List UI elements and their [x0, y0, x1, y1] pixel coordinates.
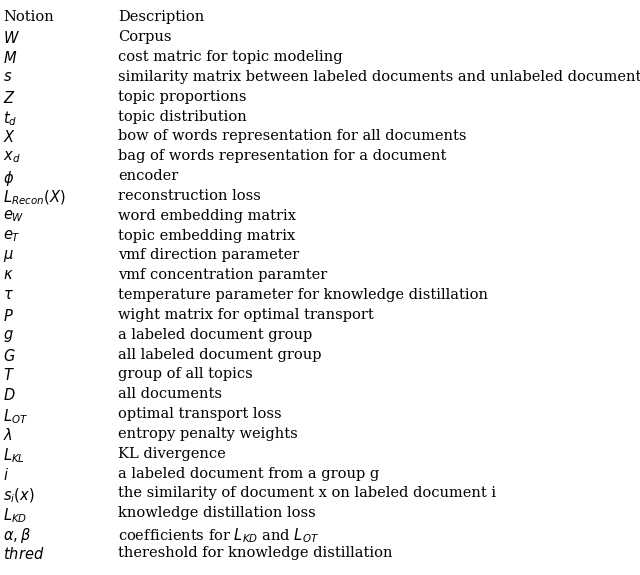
Text: similarity matrix between labeled documents and unlabeled documents: similarity matrix between labeled docume…: [118, 70, 640, 84]
Text: optimal transport loss: optimal transport loss: [118, 407, 282, 421]
Text: the similarity of document x on labeled document i: the similarity of document x on labeled …: [118, 486, 497, 500]
Text: cost matric for topic modeling: cost matric for topic modeling: [118, 50, 343, 64]
Text: $\mu$: $\mu$: [3, 248, 14, 264]
Text: $t_d$: $t_d$: [3, 109, 17, 128]
Text: $W$: $W$: [3, 30, 20, 46]
Text: $D$: $D$: [3, 388, 16, 403]
Text: $L_{OT}$: $L_{OT}$: [3, 407, 28, 426]
Text: $s_i(x)$: $s_i(x)$: [3, 486, 35, 505]
Text: $\kappa$: $\kappa$: [3, 268, 13, 282]
Text: $G$: $G$: [3, 347, 16, 363]
Text: $P$: $P$: [3, 308, 14, 324]
Text: a labeled document from a group g: a labeled document from a group g: [118, 467, 380, 481]
Text: $T$: $T$: [3, 367, 15, 384]
Text: KL divergence: KL divergence: [118, 447, 226, 461]
Text: wight matrix for optimal transport: wight matrix for optimal transport: [118, 308, 374, 322]
Text: bag of words representation for a document: bag of words representation for a docume…: [118, 150, 447, 163]
Text: $L_{KD}$: $L_{KD}$: [3, 507, 28, 525]
Text: $L_{Recon}(X)$: $L_{Recon}(X)$: [3, 189, 66, 207]
Text: knowledge distillation loss: knowledge distillation loss: [118, 507, 316, 520]
Text: $Z$: $Z$: [3, 90, 16, 106]
Text: reconstruction loss: reconstruction loss: [118, 189, 261, 203]
Text: a labeled document group: a labeled document group: [118, 328, 313, 342]
Text: $i$: $i$: [3, 467, 9, 482]
Text: $\alpha, \beta$: $\alpha, \beta$: [3, 526, 31, 545]
Text: $thred$: $thred$: [3, 546, 45, 562]
Text: all labeled document group: all labeled document group: [118, 347, 322, 362]
Text: $x_d$: $x_d$: [3, 150, 20, 165]
Text: Corpus: Corpus: [118, 30, 172, 44]
Text: $\lambda$: $\lambda$: [3, 427, 13, 443]
Text: entropy penalty weights: entropy penalty weights: [118, 427, 298, 441]
Text: topic proportions: topic proportions: [118, 90, 247, 104]
Text: thereshold for knowledge distillation: thereshold for knowledge distillation: [118, 546, 393, 560]
Text: all documents: all documents: [118, 388, 223, 401]
Text: $X$: $X$: [3, 129, 16, 145]
Text: $\phi$: $\phi$: [3, 169, 14, 188]
Text: $g$: $g$: [3, 328, 14, 344]
Text: encoder: encoder: [118, 169, 179, 183]
Text: bow of words representation for all documents: bow of words representation for all docu…: [118, 129, 467, 143]
Text: $\tau$: $\tau$: [3, 288, 14, 302]
Text: coefficients for $L_{KD}$ and $L_{OT}$: coefficients for $L_{KD}$ and $L_{OT}$: [118, 526, 319, 545]
Text: $e_T$: $e_T$: [3, 229, 21, 244]
Text: word embedding matrix: word embedding matrix: [118, 209, 296, 223]
Text: topic distribution: topic distribution: [118, 109, 247, 124]
Text: group of all topics: group of all topics: [118, 367, 253, 381]
Text: temperature parameter for knowledge distillation: temperature parameter for knowledge dist…: [118, 288, 488, 302]
Text: vmf concentration paramter: vmf concentration paramter: [118, 268, 328, 282]
Text: $M$: $M$: [3, 50, 17, 66]
Text: topic embedding matrix: topic embedding matrix: [118, 229, 296, 243]
Text: $L_{KL}$: $L_{KL}$: [3, 447, 25, 466]
Text: Description: Description: [118, 10, 205, 24]
Text: $e_W$: $e_W$: [3, 209, 25, 224]
Text: Notion: Notion: [3, 10, 54, 24]
Text: vmf direction parameter: vmf direction parameter: [118, 248, 300, 262]
Text: $s$: $s$: [3, 70, 13, 84]
